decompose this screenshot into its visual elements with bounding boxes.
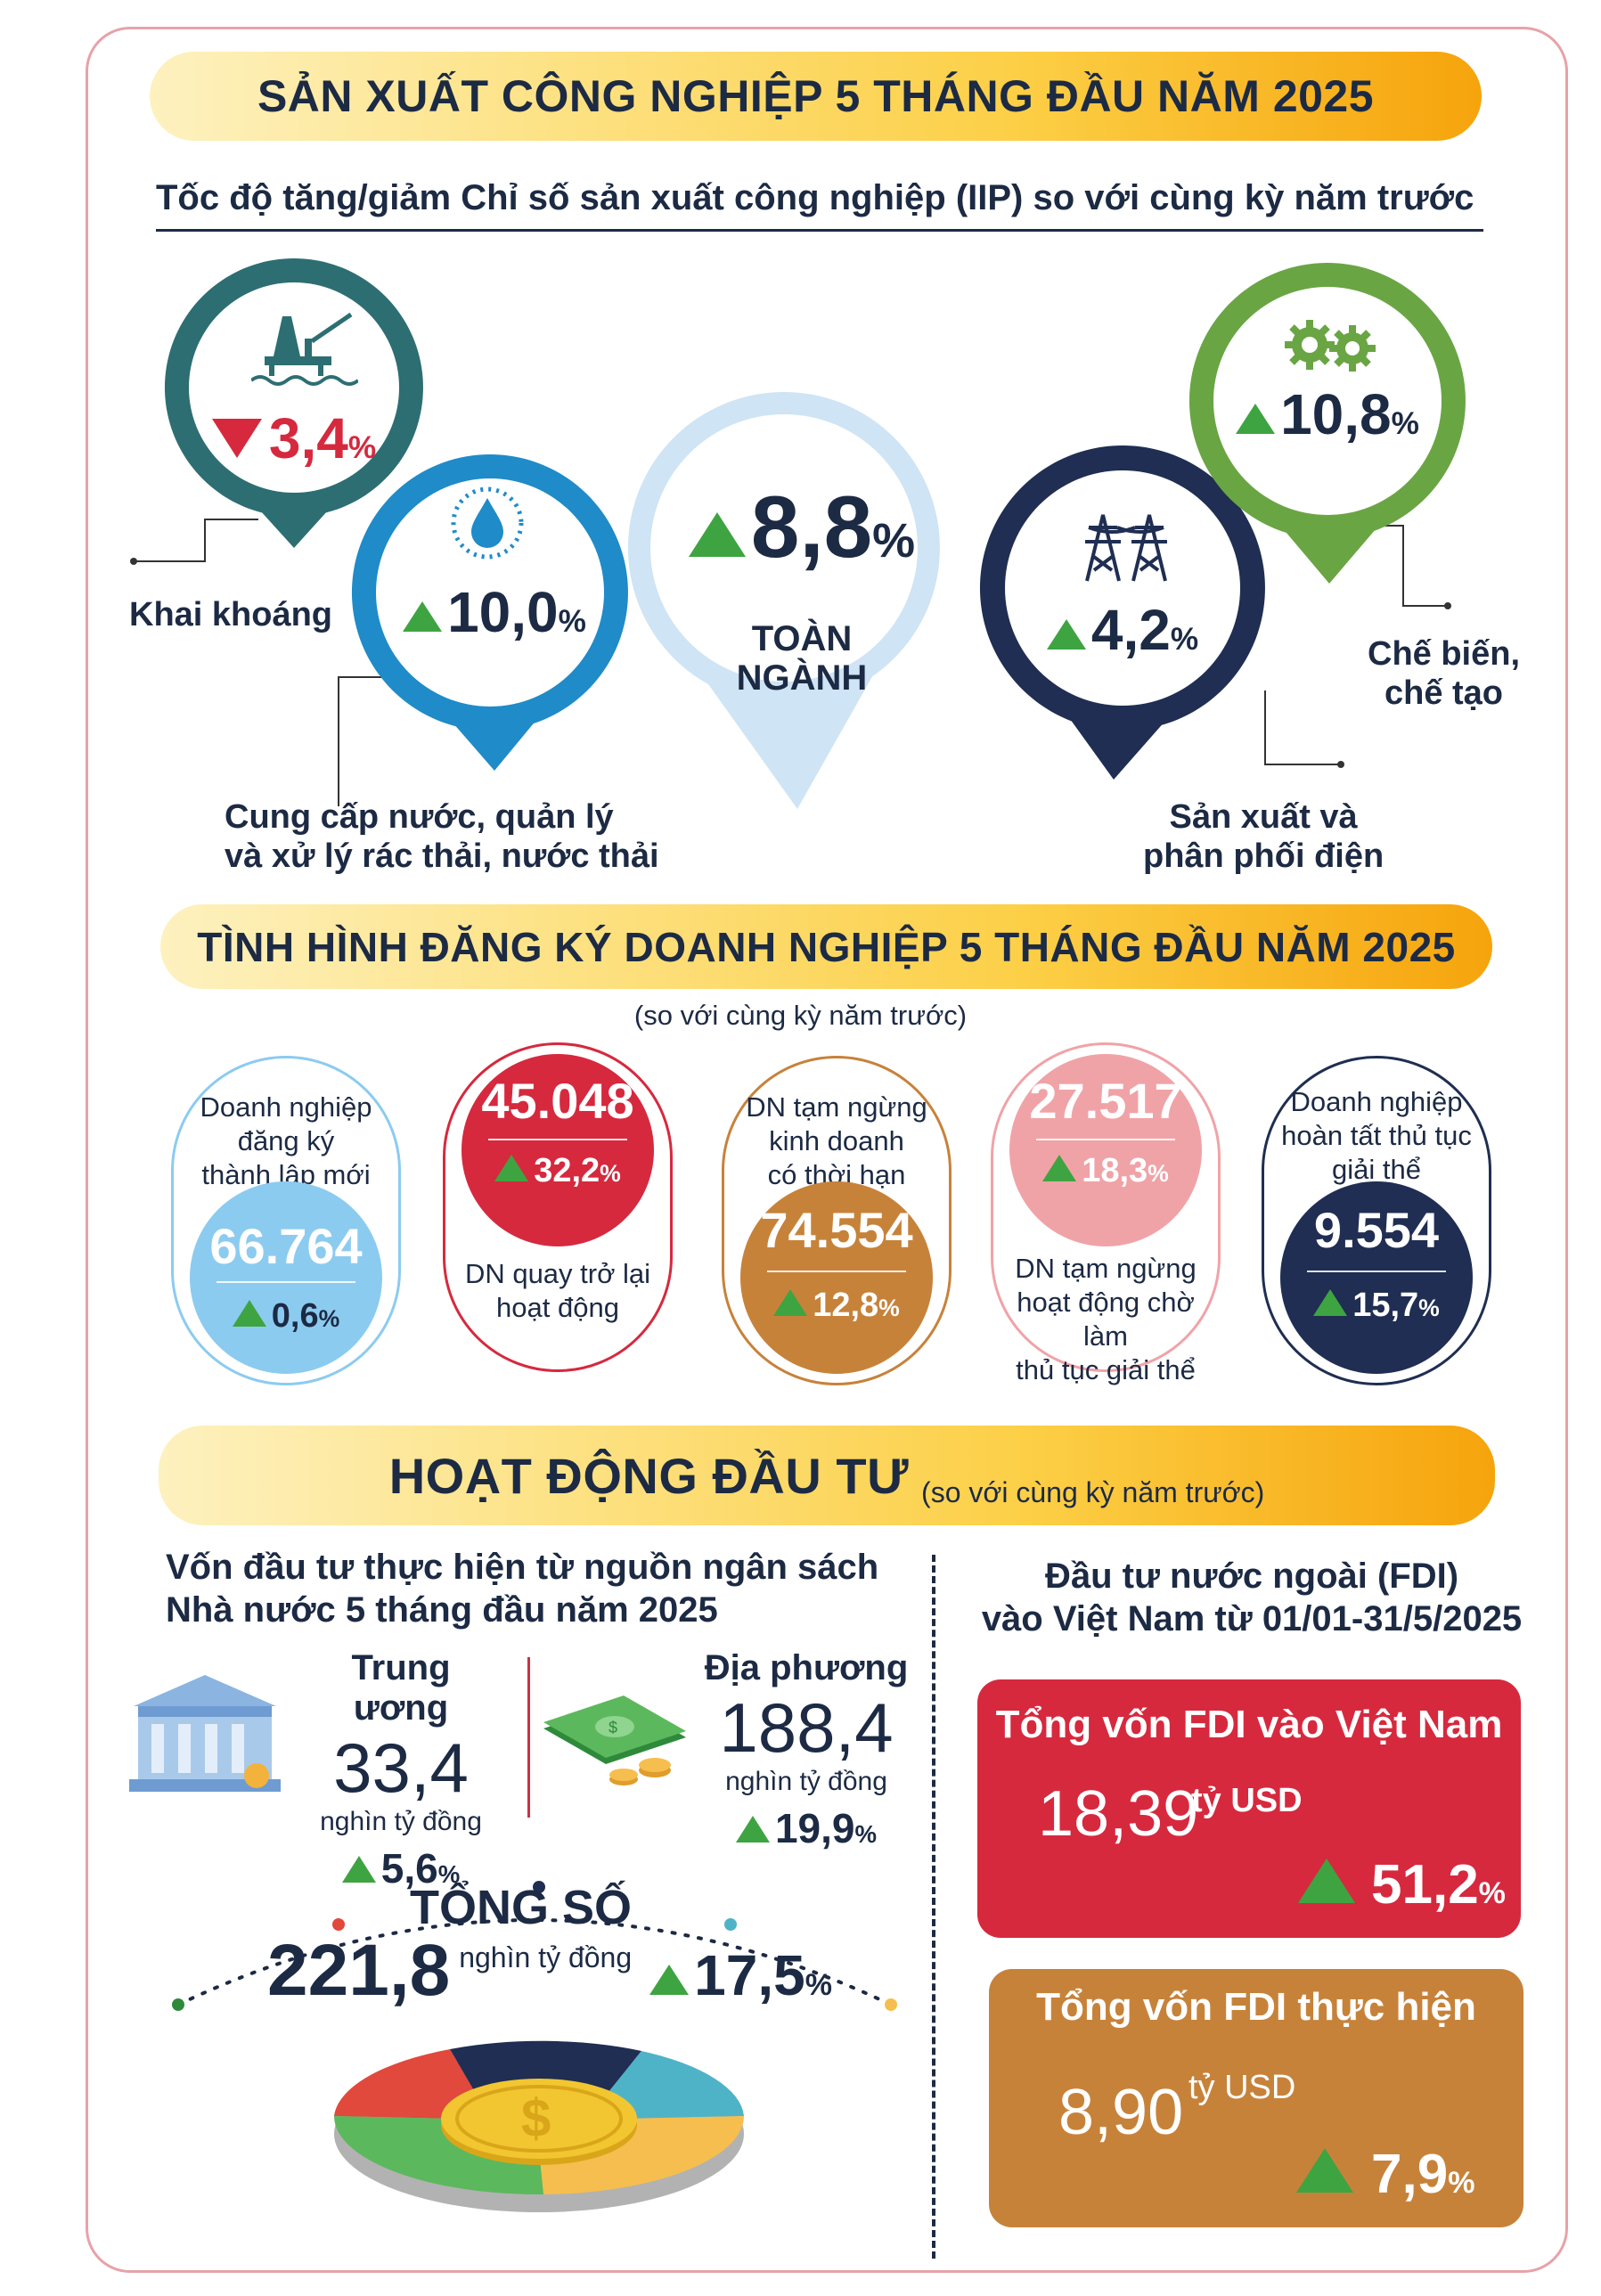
new-enterprises-disc: 66.764 0,6% [190, 1181, 382, 1374]
budget-title: Vốn đầu tư thực hiện từ nguồn ngân sách … [166, 1548, 879, 1630]
increase-arrow-icon [1046, 619, 1086, 650]
gears-icon [1285, 320, 1376, 372]
increase-arrow-icon [735, 1816, 770, 1843]
total-budget-unit: nghìn tỷ đồng [459, 1941, 633, 1973]
fdi-title: Đầu tư nước ngoài (FDI) vào Việt Nam từ … [981, 1557, 1523, 1638]
total-budget: 221,8 nghìn tỷ đồng 17,5% [267, 1930, 832, 2011]
section2-note: (so với cùng kỳ năm trước) [633, 1000, 968, 1031]
fdi-disbursed-value: 8,90 [1058, 2077, 1184, 2148]
iip-subtitle: Tốc độ tăng/giảm Chỉ số sản xuất công ng… [156, 178, 1474, 217]
central-change: 5,6% [307, 1844, 494, 1892]
local-change: 19,9% [704, 1804, 909, 1852]
card-pending-dissolution: 27.517 18,3% DN tạm ngừng hoạt động chờ … [991, 1042, 1221, 1385]
local-unit: nghìn tỷ đồng [725, 1767, 887, 1796]
increase-arrow-icon [1296, 2148, 1353, 2193]
subtitle-divider [156, 229, 1483, 232]
total-coin-graphic: $ [172, 1881, 897, 2212]
power-tower-icon [1085, 514, 1167, 582]
mining-label: Khai khoáng [129, 596, 333, 633]
total-budget-change: 17,5 [694, 1943, 805, 2007]
manufacturing-label: Chế biến, chế tạo [1368, 635, 1521, 712]
total-label: TOÀN NGÀNH [736, 619, 868, 698]
card-new-enterprises: Doanh nghiệp đăng ký thành lập mới 66.76… [171, 1056, 401, 1385]
fdi-disbursed-change: 7,9% [1296, 2143, 1474, 2206]
mining-value: 3,4% [200, 405, 388, 471]
fdi-registered-unit: tỷ USD [1191, 1782, 1303, 1819]
section3-banner: HOẠT ĐỘNG ĐẦU TƯ (so với cùng kỳ năm trư… [159, 1426, 1495, 1525]
central-value: 33,4 [333, 1728, 469, 1807]
section1-title: SẢN XUẤT CÔNG NGHIỆP 5 THÁNG ĐẦU NĂM 202… [257, 71, 1375, 121]
water-drop-icon [451, 486, 524, 560]
fdi-registered-box: Tổng vốn FDI vào Việt Nam 18,39 tỷ USD 5… [977, 1679, 1521, 1938]
central-block: Trung ương 33,4 nghìn tỷ đồng 5,6% [307, 1648, 494, 1892]
page-frame [86, 27, 1568, 2273]
section2-title: TÌNH HÌNH ĐĂNG KÝ DOANH NGHIỆP 5 THÁNG Đ… [197, 923, 1456, 970]
section3-title: HOẠT ĐỘNG ĐẦU TƯ [388, 1447, 910, 1504]
pending-dissolution-disc: 27.517 18,3% [1009, 1054, 1202, 1246]
increase-arrow-icon [232, 1300, 266, 1327]
budget-split-line [527, 1657, 530, 1818]
bank-building-icon [129, 1675, 281, 1792]
card-dissolved-enterprises: Doanh nghiệp hoàn tất thủ tục giải thể 9… [1262, 1056, 1491, 1385]
coin-dollar-icon: $ [333, 2040, 744, 2212]
section3-note: (so với cùng kỳ năm trước) [921, 1476, 1265, 1508]
local-block: Địa phương 188,4 nghìn tỷ đồng 19,9% [704, 1648, 909, 1852]
increase-arrow-icon [341, 1856, 376, 1883]
increase-arrow-icon [688, 512, 746, 557]
increase-arrow-icon [403, 601, 443, 632]
fdi-registered-label: Tổng vốn FDI vào Việt Nam [995, 1703, 1503, 1746]
card-suspended-enterprises: DN tạm ngừng kinh doanh có thời hạn 74.5… [722, 1056, 952, 1385]
fdi-disbursed-box: Tổng vốn FDI thực hiện 8,90 tỷ USD 7,9% [989, 1969, 1523, 2227]
card-resumed-enterprises: 45.048 32,2% DN quay trở lại hoạt động [443, 1042, 673, 1372]
increase-arrow-icon [1313, 1289, 1348, 1316]
local-value: 188,4 [719, 1688, 894, 1767]
fdi-disbursed-unit: tỷ USD [1188, 2069, 1296, 2106]
increase-arrow-icon [494, 1155, 529, 1181]
fdi-registered-value: 18,39 [1038, 1778, 1199, 1850]
pin-water [343, 445, 637, 775]
svg-text:$: $ [609, 1719, 617, 1736]
section2-banner: TÌNH HÌNH ĐĂNG KÝ DOANH NGHIỆP 5 THÁNG Đ… [160, 904, 1492, 989]
water-value: 10,0% [392, 579, 597, 645]
increase-arrow-icon [1298, 1859, 1355, 1903]
increase-arrow-icon [1042, 1155, 1077, 1181]
total-budget-value: 221,8 [267, 1930, 451, 2011]
pin-total-shape [627, 392, 940, 809]
resumed-enterprises-disc: 45.048 32,2% [462, 1054, 654, 1246]
manufacturing-value: 10,8% [1225, 381, 1430, 447]
total-value: 8,8% [686, 477, 918, 577]
water-label: Cung cấp nước, quản lý và xử lý rác thải… [225, 798, 659, 875]
increase-arrow-icon [649, 1965, 690, 1995]
central-label: Trung ương [351, 1648, 451, 1728]
pin-water-shape [351, 454, 628, 771]
suspended-enterprises-disc: 74.554 12,8% [740, 1181, 933, 1374]
pin-manufacturing [1185, 258, 1470, 588]
fdi-registered-change: 51,2% [1298, 1853, 1506, 1916]
decrease-arrow-icon [211, 419, 262, 458]
electricity-value: 4,2% [1029, 597, 1216, 663]
svg-text:$: $ [521, 2088, 551, 2148]
central-unit: nghìn tỷ đồng [320, 1807, 482, 1836]
pin-manufacturing-shape [1188, 263, 1466, 584]
oil-rig-icon [251, 312, 358, 386]
money-stack-icon: $ [543, 1695, 686, 1785]
electricity-label: Sản xuất và phân phối điện [1143, 798, 1385, 875]
dissolved-enterprises-disc: 9.554 15,7% [1280, 1181, 1473, 1374]
total-label-3: TỔNG SỐ [410, 1881, 633, 1934]
local-label: Địa phương [704, 1648, 909, 1687]
section3-divider [932, 1555, 935, 2259]
pin-total [615, 374, 953, 811]
increase-arrow-icon [1236, 404, 1276, 434]
increase-arrow-icon [773, 1289, 808, 1316]
section1-banner: SẢN XUẤT CÔNG NGHIỆP 5 THÁNG ĐẦU NĂM 202… [150, 52, 1482, 141]
fdi-disbursed-label: Tổng vốn FDI thực hiện [1036, 1985, 1476, 2029]
